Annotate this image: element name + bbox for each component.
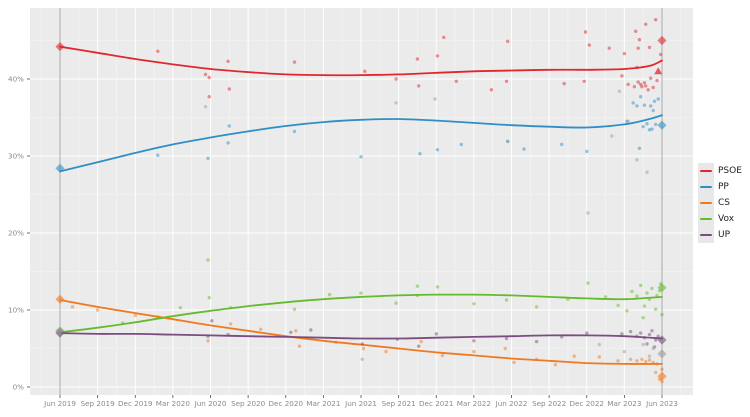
y-tick-label: 30% — [8, 152, 24, 161]
election-diamonds-others — [55, 326, 667, 359]
legend-line-swatch-icon — [698, 211, 714, 227]
legend-label: PSOE — [718, 166, 742, 176]
legend-line-swatch-icon — [698, 227, 714, 243]
legend-line-swatch-icon — [698, 195, 714, 211]
triangle-marker-psoe — [654, 67, 663, 75]
x-tick-label: Dec 2021 — [419, 399, 454, 408]
y-tick-label: 40% — [8, 75, 24, 84]
legend-label: PP — [718, 182, 729, 192]
x-tick-label: Mar 2022 — [457, 399, 491, 408]
x-tick-label: Dec 2022 — [570, 399, 605, 408]
x-tick-label: Sep 2021 — [382, 399, 416, 408]
x-tick-label: Sep 2019 — [81, 399, 116, 408]
points-others — [203, 89, 655, 361]
x-tick-label: Mar 2021 — [306, 399, 340, 408]
legend-label: CS — [718, 198, 730, 208]
x-tick-label: Mar 2020 — [156, 399, 191, 408]
legend-label: UP — [718, 230, 731, 240]
trend-line-psoe — [59, 45, 663, 77]
x-tick-label: Dec 2020 — [269, 399, 304, 408]
x-tick-label: Jun 2022 — [495, 399, 528, 408]
y-tick-label: 20% — [8, 229, 24, 238]
y-tick-label: 10% — [8, 306, 24, 315]
x-tick-label: Jun 2023 — [645, 399, 678, 408]
legend-item-pp: PP — [698, 179, 742, 195]
legend-line-swatch-icon — [698, 163, 714, 179]
axis-ticks — [27, 78, 663, 398]
x-tick-label: Jun 2020 — [194, 399, 227, 408]
legend-label: Vox — [718, 214, 735, 224]
legend: PSOE PP CS Vox UP — [698, 163, 742, 243]
trend-line-up — [59, 332, 663, 340]
legend-item-cs: CS — [698, 195, 742, 211]
x-tick-label: Jun 2019 — [43, 399, 76, 408]
x-tick-label: Sep 2022 — [532, 399, 566, 408]
legend-line-swatch-icon — [698, 179, 714, 195]
points-psoe — [156, 18, 663, 99]
legend-item-psoe: PSOE — [698, 163, 742, 179]
x-axis-labels: Jun 2019 Sep 2019 Dec 2019 Mar 2020 Jun 2020… — [43, 399, 678, 408]
x-tick-label: Mar 2023 — [607, 399, 641, 408]
trend-line-pp — [59, 114, 663, 173]
x-tick-label: Jun 2021 — [344, 399, 377, 408]
x-tick-label: Sep 2020 — [231, 399, 266, 408]
y-axis-labels: 0% 10% 20% 30% 40% — [8, 75, 24, 392]
legend-item-up: UP — [698, 227, 742, 243]
trend-line-vox — [59, 293, 663, 334]
legend-item-vox: Vox — [698, 211, 742, 227]
y-tick-label: 0% — [13, 383, 25, 392]
x-tick-label: Dec 2019 — [118, 399, 153, 408]
